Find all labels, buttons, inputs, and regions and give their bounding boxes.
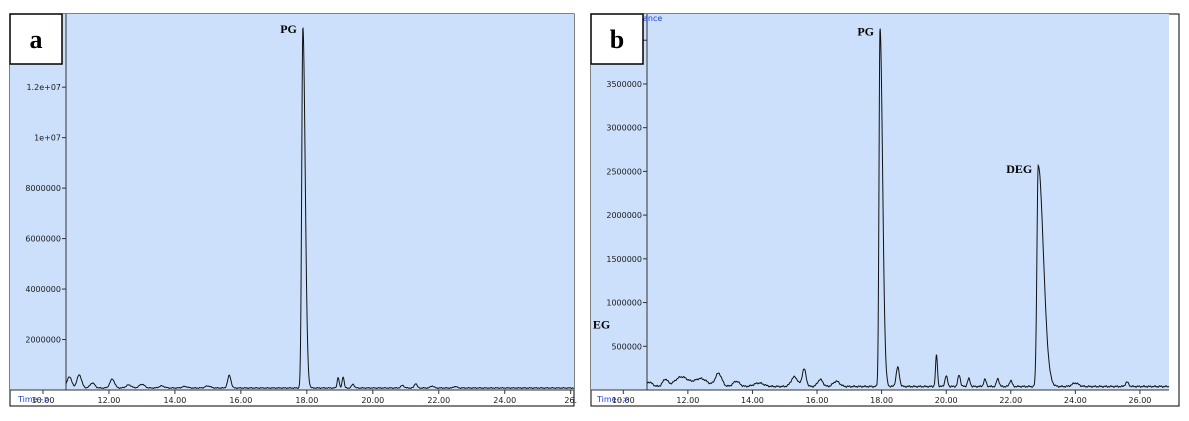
x-tick-label: 18.00 [295,396,318,405]
x-tick-label: 24.00 [493,396,516,405]
panel-a-x-axis-label: Time--> [17,395,50,404]
x-tick-label: 26.00 [1128,396,1151,405]
y-tick-label: 1000000 [606,299,642,308]
panel-b-x-ticks: 10.00 12.00 14.00 16.00 18.00 20.00 22.00 24.00… [612,390,1151,405]
panel-a-x-ticks: 10.00 12.00 14.00 16.00 18.00 20.00 22.00 24.00… [32,390,577,405]
y-tick-label: 2500000 [606,167,642,176]
y-tick-label: 2000000 [25,336,61,345]
x-tick-label: 22.00 [427,396,450,405]
y-tick-label: 1500000 [606,255,642,264]
x-tick-label: 20.00 [935,396,958,405]
x-tick-label: 12.00 [676,396,699,405]
y-tick-label: 6000000 [25,235,61,244]
x-tick-label: 20.00 [361,396,384,405]
x-tick-label: 24.00 [1064,396,1087,405]
panel-b-peak-labels: EG PG DEG [593,24,1032,331]
x-tick-label: 12.00 [97,396,120,405]
peak-label-pg: PG [857,24,874,38]
x-tick-label: 26. [564,396,577,405]
panel-b-y-axis-label: ance [643,14,662,23]
x-tick-label: 22.00 [999,396,1022,405]
panel-b-plot-area [591,14,1169,390]
y-tick-label: 500000 [611,342,642,351]
x-tick-label: 14.00 [163,396,186,405]
panel-a-label: a [30,25,43,54]
panel-b-label: b [610,25,624,54]
y-tick-label: 2000000 [606,211,642,220]
panel-a-plot-area [10,14,574,390]
x-tick-label: 10.00 [32,396,55,405]
panel-b-x-axis-label: Time--> [596,395,629,404]
x-tick-label: 10.00 [612,396,635,405]
panel-b-trace [646,28,1170,388]
peak-label-deg: DEG [1006,162,1032,176]
panel-a-y-ticks: 2000000 4000000 6000000 8000000 1e+07 1.2e+07 [25,14,67,390]
panel-a-label-box [9,13,63,65]
y-tick-label: 3500000 [606,80,642,89]
y-tick-label: 1.2e+07 [26,83,61,92]
x-tick-label: 18.00 [870,396,893,405]
peak-label-pg: PG [280,22,297,36]
y-tick-label: 3000000 [606,124,642,133]
panel-a-trace [65,27,575,390]
x-tick-label: 14.00 [741,396,764,405]
peak-label-eg: EG [593,317,610,331]
chromatogram-panel-a: 2000000 4000000 6000000 8000000 1e+07 1.2e+07… [9,13,577,407]
y-tick-label: 1e+07 [34,134,61,143]
panel-a-peak-labels: PG [280,22,297,36]
y-tick-label: 4000000 [25,285,61,294]
chromatogram-panel-b: 500000 1000000 1500000 2000000 2500000 300000… [590,13,1180,407]
panel-b-label-box [590,13,644,65]
x-tick-label: 16.00 [806,396,829,405]
y-tick-label: 8000000 [25,184,61,193]
x-tick-label: 16.00 [229,396,252,405]
